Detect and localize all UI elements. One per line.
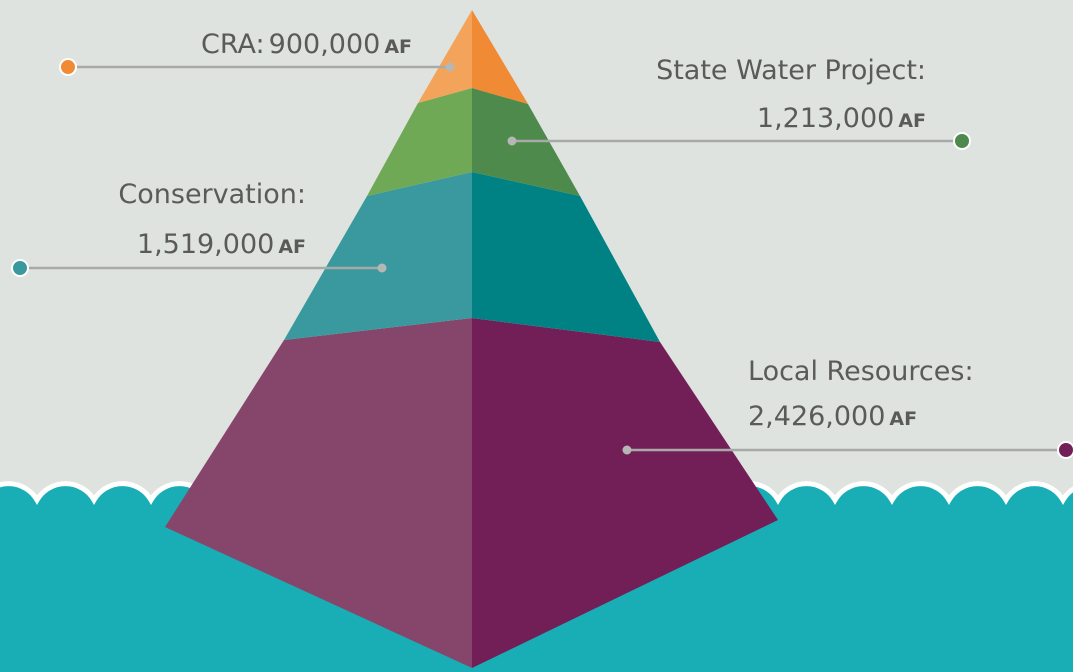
page: CRA:900,000AF State Water Project: 1,213… [0, 0, 1073, 672]
unit: AF [889, 408, 917, 430]
amount: 900,000 [269, 29, 381, 60]
amount: 2,426,000 [748, 401, 885, 432]
anchor [378, 264, 387, 273]
label: CRA: [201, 29, 265, 60]
anchor [508, 137, 517, 146]
label: State Water Project: [656, 55, 926, 86]
amount: 1,519,000 [137, 229, 274, 260]
marker [60, 59, 76, 75]
anchor [623, 446, 632, 455]
marker [1058, 442, 1073, 458]
unit: AF [898, 110, 926, 132]
infographic: CRA:900,000AF State Water Project: 1,213… [0, 0, 1073, 672]
anchor [446, 63, 455, 72]
unit: AF [278, 236, 306, 258]
amount: 1,213,000 [757, 103, 894, 134]
marker [12, 260, 28, 276]
unit: AF [384, 36, 412, 58]
marker [954, 133, 970, 149]
label: Conservation: [118, 179, 306, 210]
label: Local Resources: [748, 356, 974, 387]
